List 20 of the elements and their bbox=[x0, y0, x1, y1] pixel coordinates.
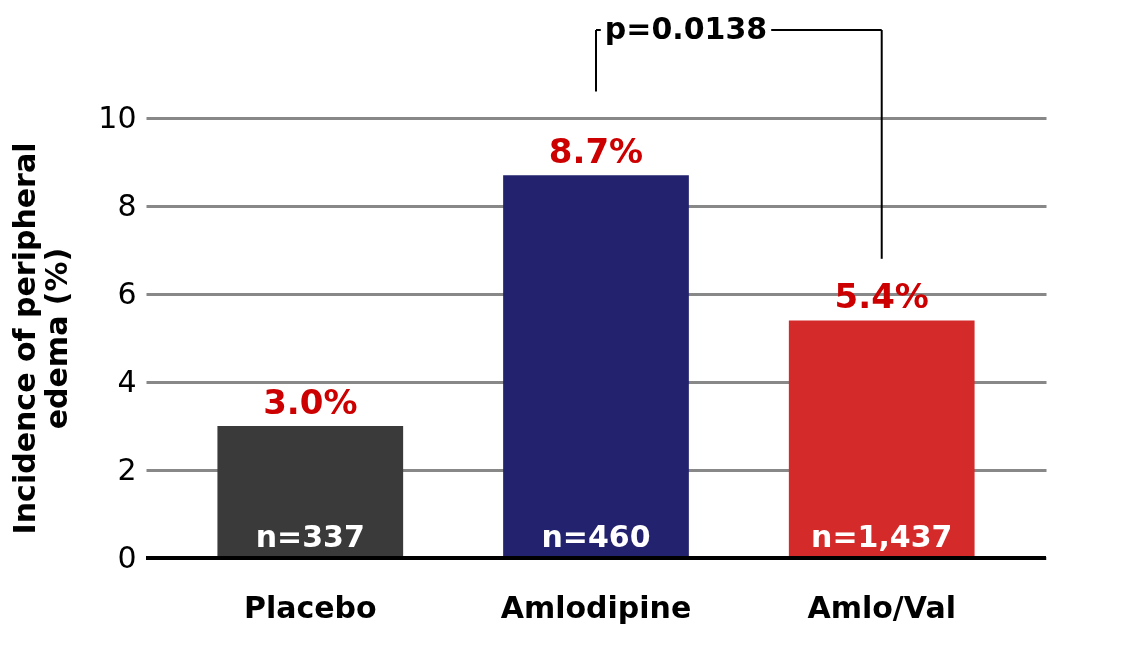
y-tick-label: 8 bbox=[117, 187, 137, 223]
bar bbox=[503, 175, 689, 558]
y-axis-title: Incidence of peripheral edema (%) bbox=[7, 142, 75, 535]
annotation: n=460 bbox=[541, 519, 651, 554]
y-tick-label: 0 bbox=[117, 539, 137, 575]
annotation: n=337 bbox=[255, 519, 365, 554]
y-tick-label: 4 bbox=[117, 363, 137, 399]
data-label: 5.4% bbox=[834, 276, 929, 317]
y-tick-label: 10 bbox=[98, 99, 137, 135]
y-tick-label: 2 bbox=[117, 451, 137, 487]
bar bbox=[788, 320, 975, 558]
data-label: 8.7% bbox=[548, 131, 644, 172]
bar bbox=[217, 426, 404, 558]
x-tick-label: Placebo bbox=[243, 589, 377, 625]
x-tick-label: Amlo/Val bbox=[807, 589, 956, 625]
text: p=0.0138 bbox=[604, 11, 768, 46]
x-tick-label: Amlodipine bbox=[500, 589, 692, 625]
data-label: 3.0% bbox=[263, 382, 358, 422]
annotation: n=1,437 bbox=[811, 519, 953, 554]
y-tick-label: 6 bbox=[117, 275, 137, 311]
